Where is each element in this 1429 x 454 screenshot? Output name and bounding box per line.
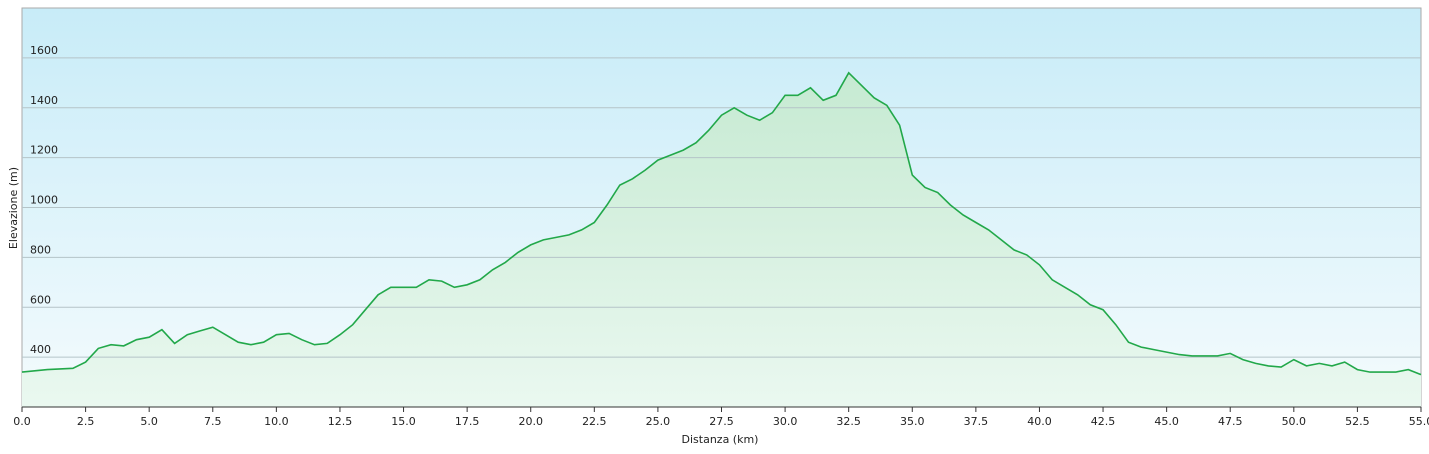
x-axis-label: Distanza (km) — [682, 433, 759, 446]
area — [22, 72, 1421, 408]
x-tick-label: 55.0 — [1409, 415, 1429, 428]
x-tick-label: 40.0 — [1027, 415, 1052, 428]
x-tick-label: 50.0 — [1282, 415, 1307, 428]
x-tick-label: 15.0 — [391, 415, 416, 428]
y-tick-label: 1200 — [30, 144, 58, 157]
x-tick-label: 37.5 — [964, 415, 989, 428]
x-tick-label: 25.0 — [646, 415, 671, 428]
x-tick-label: 45.0 — [1154, 415, 1179, 428]
x-tick-label: 30.0 — [773, 415, 798, 428]
x-tick-label: 12.5 — [328, 415, 353, 428]
y-tick-label: 400 — [30, 343, 51, 356]
elevation-line — [21, 71, 1422, 376]
x-tick-label: 10.0 — [264, 415, 289, 428]
x-tick-label: 0.0 — [13, 415, 31, 428]
x-tick-label: 27.5 — [709, 415, 734, 428]
y-axis-label: Elevazione (m) — [7, 167, 20, 249]
x-tick-label: 5.0 — [140, 415, 158, 428]
y-tick-label: 800 — [30, 243, 51, 256]
x-tick-label: 2.5 — [77, 415, 95, 428]
x-tick-label: 52.5 — [1345, 415, 1370, 428]
y-tick-label: 1600 — [30, 44, 58, 57]
x-tick-label: 42.5 — [1091, 415, 1116, 428]
x-tick-label: 7.5 — [204, 415, 222, 428]
y-tick-label: 1000 — [30, 194, 58, 207]
y-tick-label: 1400 — [30, 94, 58, 107]
y-tick-label: 600 — [30, 293, 51, 306]
x-tick-label: 32.5 — [836, 415, 861, 428]
x-tick-label: 20.0 — [518, 415, 543, 428]
x-tick-label: 17.5 — [455, 415, 480, 428]
x-tick-label: 22.5 — [582, 415, 607, 428]
x-tick-label: 47.5 — [1218, 415, 1243, 428]
x-tick-label: 35.0 — [900, 415, 925, 428]
